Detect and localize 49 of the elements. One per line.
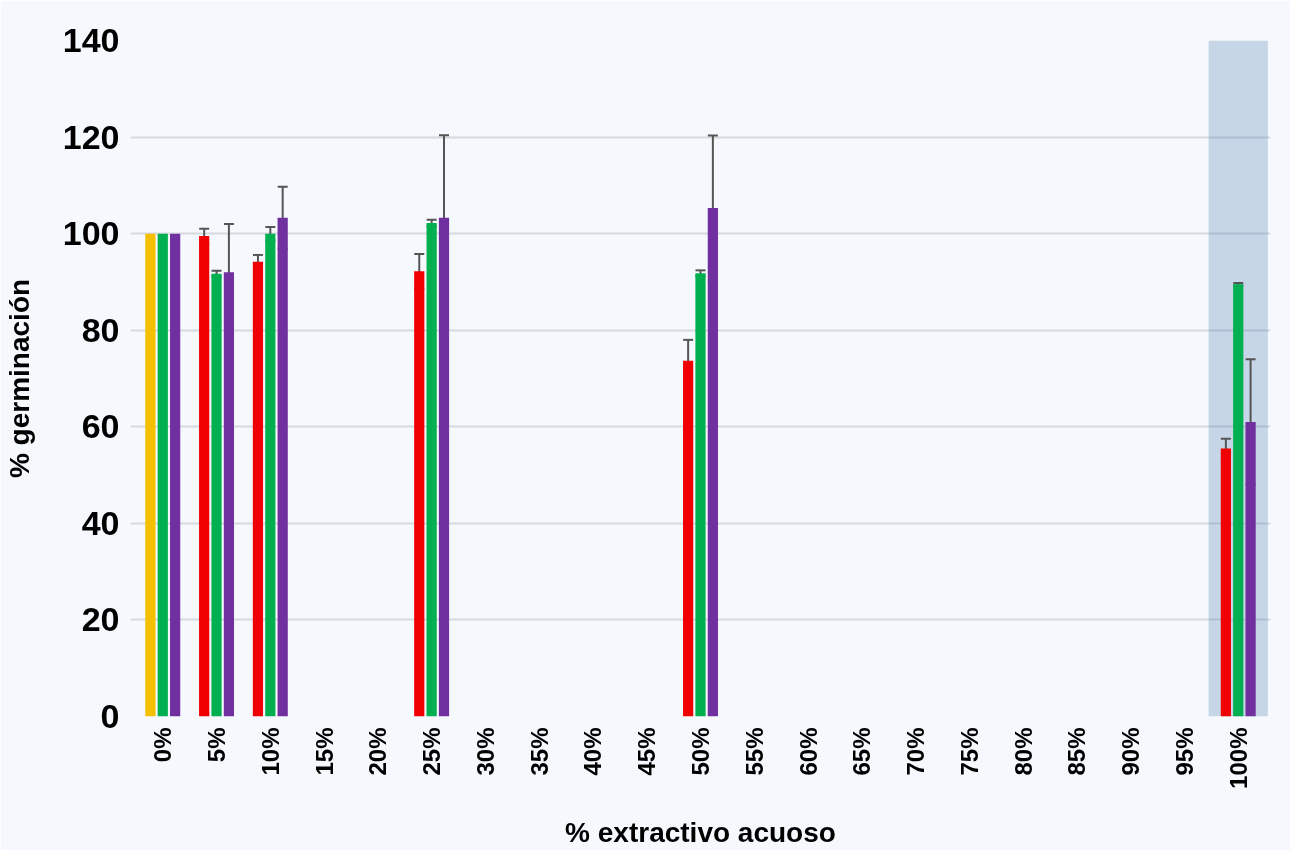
- bar: [223, 272, 235, 717]
- y-tick-label: 0: [100, 697, 120, 735]
- x-axis-title: % extractivo acuoso: [565, 816, 836, 848]
- x-tick-label: 70%: [902, 727, 930, 776]
- x-tick-label: 90%: [1117, 727, 1145, 776]
- bar: [1220, 448, 1231, 717]
- bar: [426, 223, 437, 717]
- bar: [199, 236, 210, 717]
- y-tick-label: 120: [62, 117, 120, 156]
- bar: [707, 208, 718, 717]
- x-tick-label: 55%: [740, 727, 768, 776]
- x-tick-label: 45%: [633, 727, 661, 776]
- y-tick-label: 20: [81, 600, 120, 639]
- x-tick-label: 95%: [1170, 727, 1198, 776]
- x-tick-label: 10%: [256, 727, 284, 776]
- y-tick-label: 100: [62, 214, 120, 253]
- bar: [145, 233, 156, 717]
- bar: [695, 273, 706, 717]
- x-tick-label: 60%: [794, 727, 822, 776]
- bar: [211, 273, 222, 717]
- x-tick-label: 35%: [525, 727, 553, 776]
- bar: [1233, 284, 1244, 717]
- x-tick-label: 15%: [310, 727, 338, 776]
- y-tick-label: 140: [62, 21, 120, 59]
- bar: [170, 233, 181, 717]
- x-tick-label: 25%: [418, 727, 446, 776]
- x-tick-label: 20%: [364, 727, 392, 776]
- x-tick-label: 65%: [848, 727, 876, 776]
- x-tick-label: 75%: [955, 727, 983, 776]
- bar: [438, 217, 450, 717]
- x-tick-label: 5%: [203, 727, 231, 763]
- bar: [252, 261, 264, 717]
- x-tick-label: 40%: [579, 727, 607, 776]
- x-tick-label: 80%: [1009, 727, 1037, 776]
- x-tick-label: 0%: [149, 727, 177, 763]
- y-tick-label: 80: [81, 310, 120, 349]
- bar: [414, 271, 425, 717]
- x-tick-label: 50%: [687, 727, 714, 776]
- y-axis-title: % germinación: [3, 278, 35, 479]
- bar: [277, 217, 288, 717]
- x-tick-label: 85%: [1063, 727, 1091, 776]
- bar: [265, 233, 276, 717]
- bar: [157, 233, 168, 717]
- bar: [1245, 421, 1256, 717]
- x-tick-label: 30%: [471, 727, 499, 776]
- x-tick-label: 100%: [1224, 727, 1252, 789]
- y-tick-label: 60: [81, 407, 120, 446]
- y-tick-label: 40: [81, 503, 120, 542]
- bar: [683, 360, 694, 717]
